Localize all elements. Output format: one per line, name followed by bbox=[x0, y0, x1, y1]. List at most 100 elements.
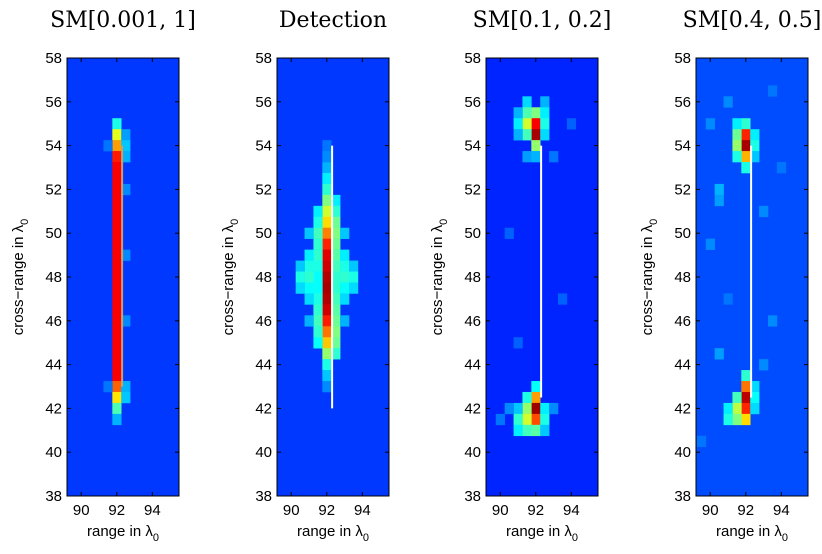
heatmap-cell bbox=[340, 315, 350, 327]
heatmap-cell bbox=[313, 238, 323, 250]
heatmap-cell bbox=[349, 260, 359, 272]
heatmap-cell bbox=[322, 315, 332, 327]
heatmap-cell bbox=[112, 381, 122, 393]
heatmap-cell bbox=[112, 129, 122, 141]
heatmap-cell bbox=[112, 183, 122, 196]
heatmap-cell bbox=[112, 304, 122, 316]
heatmap-cell bbox=[121, 391, 131, 404]
heatmap-cell bbox=[295, 260, 305, 272]
heatmap-cell bbox=[768, 315, 778, 327]
heatmap-cell bbox=[750, 129, 760, 141]
heatmap-cell bbox=[313, 337, 323, 349]
heatmap-cell bbox=[776, 162, 787, 174]
heatmap-cell bbox=[566, 118, 577, 130]
y-tick-label: 52 bbox=[464, 181, 481, 198]
y-tick-label: 42 bbox=[255, 400, 272, 417]
heatmap-cell bbox=[112, 315, 122, 327]
heatmap-cell bbox=[331, 337, 341, 349]
heatmap-cell bbox=[741, 370, 751, 382]
heatmap-cell bbox=[750, 391, 760, 404]
heatmap-cell bbox=[759, 359, 769, 371]
x-axis-label-text: range in λ bbox=[506, 523, 572, 540]
heatmap-cell bbox=[340, 271, 350, 283]
heatmap-cell bbox=[313, 227, 323, 239]
y-tick-label: 46 bbox=[464, 313, 481, 330]
x-tick-label: 92 bbox=[527, 502, 544, 519]
heatmap-cell bbox=[331, 326, 341, 338]
heatmap-cell bbox=[112, 348, 122, 360]
x-tick-label: 92 bbox=[737, 502, 754, 519]
heatmap-cell bbox=[112, 271, 122, 283]
heatmap-cell bbox=[522, 107, 532, 119]
heatmap-cell bbox=[531, 402, 541, 415]
heatmap-cell bbox=[103, 140, 113, 152]
heatmap-cell bbox=[741, 402, 751, 415]
heatmap-cell bbox=[331, 271, 341, 283]
y-tick-label: 40 bbox=[255, 444, 272, 461]
heatmap-cell bbox=[112, 293, 122, 305]
heatmap-cell bbox=[522, 118, 532, 130]
heatmap-cell bbox=[723, 96, 733, 108]
x-axis-label: range in λ0 bbox=[297, 523, 369, 544]
heatmap-cell bbox=[112, 402, 122, 415]
heatmap-cell bbox=[531, 381, 541, 393]
y-axis-label-subscript: 0 bbox=[648, 219, 660, 225]
heatmap-cell bbox=[112, 172, 122, 185]
heatmap-cell bbox=[331, 315, 341, 327]
heatmap-cell bbox=[112, 260, 122, 272]
heatmap-cell bbox=[750, 140, 760, 152]
heatmap-cell bbox=[540, 96, 550, 108]
x-axis-label-subscript: 0 bbox=[153, 532, 159, 544]
y-tick-label: 46 bbox=[674, 313, 691, 330]
heatmap-cell bbox=[112, 337, 122, 349]
heatmap-cell bbox=[340, 260, 350, 272]
heatmap-cell bbox=[732, 391, 742, 404]
heatmap-cell bbox=[313, 293, 323, 305]
heatmap-cell bbox=[112, 140, 122, 152]
heatmap-cell bbox=[540, 107, 550, 119]
x-tick-label: 90 bbox=[492, 502, 509, 519]
x-tick-label: 94 bbox=[354, 502, 371, 519]
y-tick-label: 48 bbox=[674, 269, 691, 286]
heatmap-cell bbox=[313, 249, 323, 261]
heatmap-cell bbox=[322, 183, 332, 196]
heatmap-cell bbox=[540, 413, 550, 426]
heatmap-cell bbox=[558, 293, 568, 305]
heatmap-cell bbox=[531, 151, 541, 163]
heatmap-cell bbox=[112, 359, 122, 371]
y-tick-label: 38 bbox=[255, 488, 272, 505]
x-axis-label-subscript: 0 bbox=[572, 532, 578, 544]
heatmap-cell bbox=[304, 227, 314, 239]
heatmap-cell bbox=[732, 129, 742, 141]
x-tick-label: 94 bbox=[144, 502, 161, 519]
heatmap-cell bbox=[331, 304, 341, 316]
heatmap-cell bbox=[732, 118, 742, 130]
heatmap-cell bbox=[322, 282, 332, 294]
heatmap-cell bbox=[522, 129, 532, 141]
x-axis-label-subscript: 0 bbox=[782, 532, 788, 544]
y-tick-label: 52 bbox=[674, 181, 691, 198]
heatmap-cell bbox=[504, 227, 514, 239]
y-tick-label: 38 bbox=[45, 488, 62, 505]
panel-title: SM[0.001, 1] bbox=[50, 8, 196, 33]
heatmap-cell bbox=[349, 282, 359, 294]
y-tick-label: 54 bbox=[464, 138, 481, 155]
heatmap-cell bbox=[732, 413, 742, 426]
heatmap-cell bbox=[103, 381, 113, 393]
heatmap-cell bbox=[121, 129, 131, 141]
y-tick-label: 58 bbox=[45, 50, 62, 67]
x-axis-label: range in λ0 bbox=[506, 523, 578, 544]
heatmap-cell bbox=[331, 194, 341, 207]
heatmap-cell bbox=[313, 271, 323, 283]
heatmap-cell bbox=[522, 402, 532, 415]
heatmap-cell bbox=[112, 194, 122, 207]
heatmap-cell bbox=[540, 118, 550, 130]
heatmap-cell bbox=[741, 151, 751, 163]
panel-detection: 38 40 42 44 46 48 50 52 54 56 58 90 92 94 Detection ran… bbox=[220, 8, 390, 544]
heatmap-cell bbox=[121, 381, 131, 393]
heatmap-cell bbox=[723, 413, 733, 426]
y-axis-label: cross−range in λ0 bbox=[220, 219, 241, 336]
y-tick-label: 50 bbox=[45, 225, 62, 242]
panel-title: SM[0.4, 0.5] bbox=[683, 8, 822, 33]
y-tick-label: 58 bbox=[674, 50, 691, 67]
